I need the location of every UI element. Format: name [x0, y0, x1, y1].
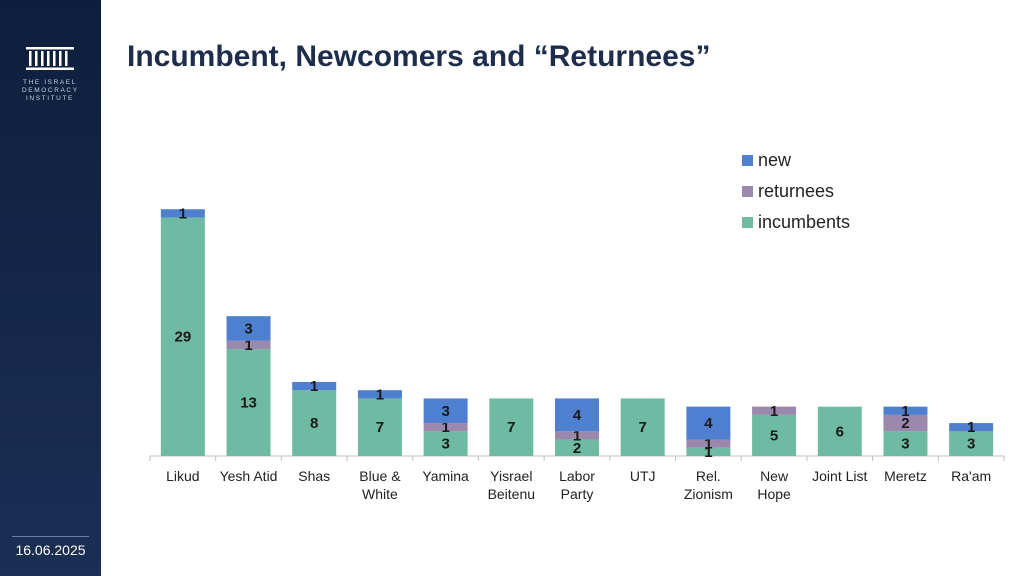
bar-segment-returnees: [752, 406, 797, 415]
bar-segment-incumbents: [226, 349, 271, 456]
data-label-new: 3: [441, 403, 449, 420]
logo-text-line-2: DEMOCRACY: [22, 87, 79, 94]
data-label-returnees: 2: [901, 415, 909, 432]
data-label-incumbents: 2: [573, 440, 581, 457]
bar-segment-incumbents: [949, 431, 994, 456]
category-label: Hope: [757, 486, 791, 502]
data-label-new: 4: [573, 407, 582, 424]
bar-segment-returnees: [423, 423, 468, 432]
category-label: Party: [561, 486, 594, 502]
data-label-incumbents: 6: [836, 423, 844, 440]
data-label-incumbents: 3: [967, 436, 975, 453]
sidebar: THE ISRAEL DEMOCRACY INSTITUTE 16.06.202…: [0, 0, 101, 576]
bar-segment-incumbents: [555, 439, 599, 456]
bar-segment-new: [686, 406, 731, 440]
logo-text-line-3: INSTITUTE: [26, 95, 74, 102]
bar-segment-incumbents: [620, 398, 665, 456]
category-label: Meretz: [884, 468, 927, 484]
bar-segment-new: [357, 390, 402, 399]
data-label-incumbents: 8: [310, 415, 318, 432]
data-label-new: 1: [310, 378, 318, 395]
category-label: Shas: [298, 468, 330, 484]
category-label: Beitenu: [488, 486, 535, 502]
bar-segment-new: [226, 316, 271, 341]
category-label: Rel.: [696, 468, 721, 484]
data-label-new: 4: [704, 415, 713, 432]
bar-segment-returnees: [883, 414, 928, 432]
bar-segment-new: [160, 209, 205, 218]
data-label-new: 1: [901, 403, 909, 420]
category-label: Labor: [559, 468, 595, 484]
legend-label-incumbents: incumbents: [758, 212, 851, 232]
bar-segment-incumbents: [817, 406, 862, 456]
slide-title: Incumbent, Newcomers and “Returnees”: [127, 40, 711, 73]
legend-item-returnees: returnees: [742, 176, 850, 207]
data-label-new: 3: [244, 321, 252, 338]
bar-segment-incumbents: [357, 398, 402, 456]
legend-item-incumbents: incumbents: [742, 207, 850, 238]
category-label: Blue &: [359, 468, 401, 484]
category-label: UTJ: [630, 468, 656, 484]
legend-swatch-new: [742, 155, 753, 166]
bar-segment-new: [883, 406, 928, 415]
columns-logo-icon: [26, 47, 74, 70]
category-label: Likud: [166, 468, 199, 484]
legend-label-new: new: [758, 150, 792, 170]
institute-logo: THE ISRAEL DEMOCRACY INSTITUTE: [22, 44, 78, 103]
category-label: Yamina: [422, 468, 469, 484]
chart-legend: new returnees incumbents: [742, 145, 850, 238]
date-divider: [12, 536, 89, 537]
category-label: Zionism: [684, 486, 733, 502]
slide-date: 16.06.2025: [15, 542, 86, 558]
category-label: Ra'am: [951, 468, 991, 484]
bar-segment-new: [292, 381, 337, 391]
data-label-incumbents: 3: [441, 436, 449, 453]
bar-segment-returnees: [686, 439, 731, 448]
category-label: White: [362, 486, 398, 502]
category-label: Joint List: [812, 468, 867, 484]
logo-text-line-1: THE ISRAEL: [23, 79, 77, 86]
bar-segment-returnees: [555, 431, 599, 440]
data-label-returnees: 1: [770, 403, 778, 420]
bar-segment-incumbents: [752, 414, 797, 456]
legend-swatch-returnees: [742, 186, 753, 197]
bar-segment-returnees: [226, 340, 271, 350]
bar-segment-new: [949, 423, 994, 432]
data-label-incumbents: 7: [507, 419, 515, 436]
bar-segment-new: [555, 398, 599, 432]
data-label-new: 1: [376, 386, 384, 403]
data-label-returnees: 1: [573, 427, 581, 444]
category-label: New: [760, 468, 789, 484]
data-label-returnees: 1: [704, 436, 712, 453]
legend-label-returnees: returnees: [758, 181, 835, 201]
bar-segment-incumbents: [883, 431, 928, 456]
bar-segment-new: [423, 398, 468, 424]
data-label-incumbents: 1: [704, 444, 712, 461]
data-label-incumbents: 3: [901, 436, 909, 453]
bar-segment-incumbents: [423, 431, 468, 456]
data-label-incumbents: 7: [639, 419, 647, 436]
legend-item-new: new: [742, 145, 850, 176]
data-label-returnees: 1: [244, 337, 252, 354]
category-label: Yesh Atid: [220, 468, 278, 484]
data-label-new: 1: [967, 419, 975, 436]
bar-segment-incumbents: [489, 398, 534, 456]
data-label-incumbents: 13: [240, 395, 257, 412]
data-label-incumbents: 29: [175, 329, 192, 346]
legend-swatch-incumbents: [742, 217, 753, 228]
category-label: Yisrael: [490, 468, 532, 484]
data-label-incumbents: 7: [376, 419, 384, 436]
data-label-incumbents: 5: [770, 427, 778, 444]
bar-segment-incumbents: [686, 447, 731, 456]
data-label-new: 1: [179, 205, 187, 222]
bar-segment-incumbents: [160, 217, 205, 456]
data-label-returnees: 1: [441, 419, 449, 436]
bar-segment-incumbents: [292, 390, 337, 456]
